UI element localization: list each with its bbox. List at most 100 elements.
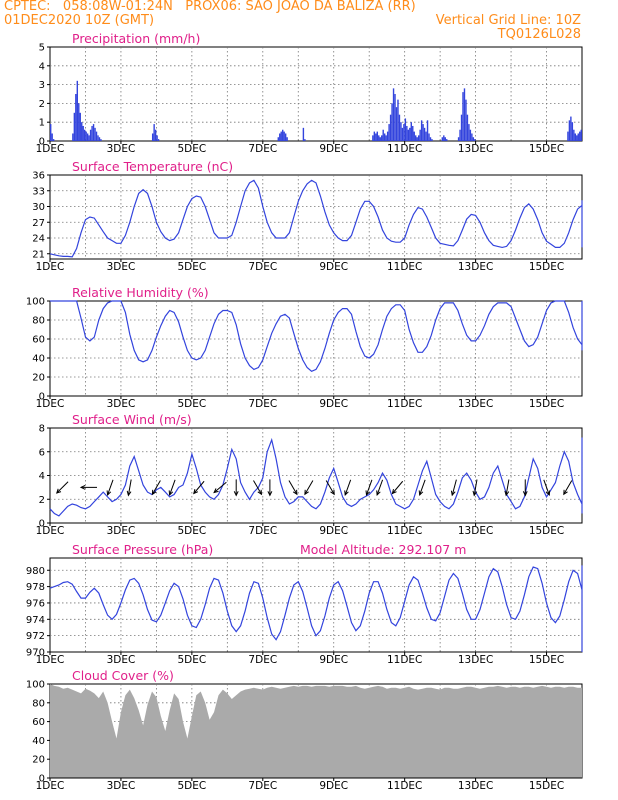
cloud-ytick-label: 40 [32,736,45,747]
precip-bar [460,114,463,141]
precip-bar [577,133,579,141]
temp-line [49,179,583,258]
rh-ytick-label: 0 [39,392,45,403]
wind-arrow [193,480,205,494]
precip-bar [283,131,285,141]
temp-xtick-label: 7DEC [248,261,277,273]
precip-bar [378,135,380,141]
precip-bar [81,122,83,141]
wind-arrow-head [233,491,239,497]
precip-bar [474,139,476,141]
wind-arrow-head [168,490,174,496]
precip-bar [397,99,399,141]
precip-bar [465,99,467,141]
cloud-xtick-label: 5DEC [177,780,206,792]
precip-bar [73,112,76,141]
precip-bar [573,129,575,141]
wind-arrow [127,479,132,496]
pres-frame [49,557,583,653]
temp-xtick-label: 9DEC [319,261,348,273]
precip-xtick-label: 9DEC [319,143,348,155]
precip-bar [78,103,80,141]
precip-bar [382,129,384,141]
rh-ytick-label: 20 [32,373,45,384]
wind-ytick-label: 2 [39,495,45,506]
pres-annotation: Model Altitude: 292.107 m [300,542,466,557]
precip-bar [403,124,405,141]
precip-bar [574,133,577,141]
precip-bar [72,133,74,141]
wind-arrow [344,479,352,496]
precip-bar [462,92,464,141]
precip-bar [409,127,411,141]
precip-bar [100,139,102,141]
temp-ytick-label: 27 [32,218,45,229]
precip-bar [79,112,81,141]
rh-xtick-label: 3DEC [107,398,136,410]
rh-ytick-label: 80 [32,316,45,327]
cloud-xtick-label: 1DEC [36,780,65,792]
temp-xtick-label: 15DEC [529,261,564,273]
precip-bar [404,118,407,141]
precip-bar [75,94,77,141]
header-line1: CPTEC: 058:08W-01:24N PROX06: SAO JOAO D… [4,0,416,14]
precip-bar [379,137,381,141]
wind-arrow [376,479,384,496]
temp-ytick-label: 24 [32,234,45,245]
pres-line [49,565,583,652]
cloud-ytick-label: 0 [39,774,45,785]
wind-arrow-head [391,488,397,495]
wind-xtick-label: 7DEC [248,525,277,537]
precip-bar [459,129,461,141]
precip-bar [381,135,383,141]
precip-bar [277,137,279,141]
wind-arrow [451,479,457,496]
pres-ytick-label: 970 [26,648,45,659]
precip-bar [395,107,398,141]
precip-bar [415,135,417,141]
precip-xtick-label: 13DEC [458,143,493,155]
precip-bar [280,131,282,141]
temp-title: Surface Temperature (nC) [72,159,233,174]
precip-bar [431,139,433,141]
precip-bar [392,88,395,141]
rh-xtick-label: 13DEC [458,398,493,410]
precip-xtick-label: 7DEC [248,143,277,155]
cloud-xtick-label: 11DEC [387,780,422,792]
precip-bar [376,131,378,141]
wind-arrow-head [504,490,510,497]
precip-bar [83,129,86,141]
pres-xtick-label: 1DEC [36,654,65,666]
wind-arrow-head [563,489,568,496]
pres-ytick-label: 978 [26,582,45,593]
precip-bar [88,135,90,141]
temp-xtick-label: 13DEC [458,261,493,273]
precip-bar [441,137,444,141]
precip-bar [89,129,92,141]
temp-xtick-label: 5DEC [177,261,206,273]
precip-ytick-label: 3 [39,80,45,91]
wind-arrow [107,479,114,496]
wind-arrow-head [106,490,112,496]
precip-ytick-label: 4 [39,61,45,72]
cloud-ytick-label: 60 [32,717,45,728]
cloud-xtick-label: 7DEC [248,780,277,792]
precip-bar [400,122,402,141]
cloud-xtick-label: 15DEC [529,780,564,792]
precip-bar [568,120,571,141]
precip-bar [457,137,460,141]
precip-bar [156,135,158,141]
rh-ytick-label: 60 [32,335,45,346]
precip-bar [92,124,95,141]
wind-arrow-head [213,488,219,494]
rh-xtick-label: 11DEC [387,398,422,410]
wind-line [49,437,583,517]
wind-arrow-head [79,484,86,490]
wind-ytick-label: 0 [39,519,45,530]
precip-bar [579,131,581,141]
precip-bar [91,125,93,141]
temp-frame [49,174,583,260]
precip-bar [580,129,582,141]
precip-bar [426,120,429,141]
wind-arrow-head [304,489,309,496]
